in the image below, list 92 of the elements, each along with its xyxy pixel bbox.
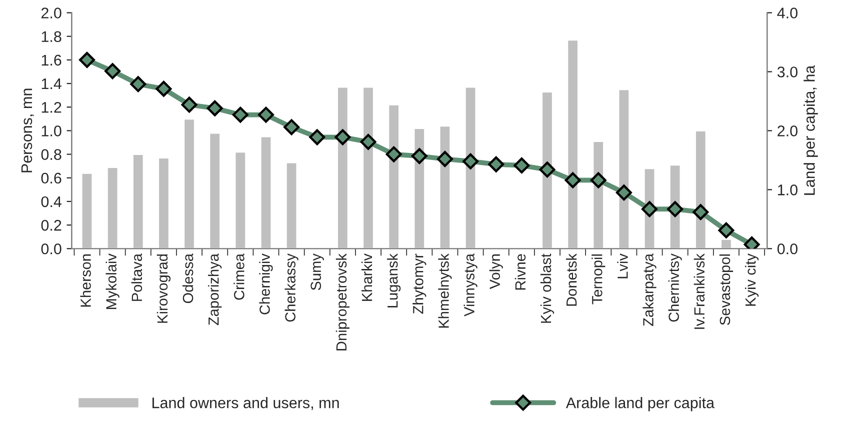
bar <box>132 154 144 249</box>
y-tick-label: 1.6 <box>42 54 62 66</box>
point <box>206 100 223 116</box>
point <box>386 146 402 162</box>
point <box>181 96 198 113</box>
bar <box>618 88 630 249</box>
bar <box>541 91 554 249</box>
point <box>514 157 530 174</box>
point <box>667 201 684 218</box>
bar <box>80 172 94 249</box>
y2-tick-label: 0.0 <box>777 243 798 254</box>
x-tick-label: Volyn <box>489 254 503 290</box>
legend-label: Land owners and users, mn <box>152 397 339 410</box>
x-tick-label: Kyiv city <box>744 254 759 306</box>
bar <box>438 125 452 249</box>
x-tick-label: Lviv <box>617 254 628 278</box>
x-tick-label: Kherson <box>80 254 91 307</box>
bar <box>285 162 298 249</box>
point <box>616 184 632 201</box>
x-tick-label: Cherkassy <box>284 254 298 322</box>
y-tick-label: 0.2 <box>41 220 62 231</box>
y2-tick-label: 4.0 <box>777 8 798 18</box>
bar <box>464 86 477 249</box>
legend-label: Arable land per capita <box>566 397 715 412</box>
bar <box>234 151 246 249</box>
point <box>539 162 556 178</box>
x-tick-label: Dnipropetrovsk <box>336 253 350 350</box>
point <box>232 106 248 123</box>
x-tick-label: Lugansk <box>387 253 401 308</box>
x-tick-label: Sumy <box>310 254 324 290</box>
point <box>590 172 606 188</box>
point <box>692 204 709 220</box>
x-tick-label: Kirovograd <box>156 254 170 323</box>
point <box>284 119 300 136</box>
point <box>564 172 581 188</box>
point <box>462 153 479 170</box>
y-tick-label: 2.0 <box>41 8 62 18</box>
bar <box>388 104 400 249</box>
y2-tick-label: 1.0 <box>778 184 798 196</box>
point <box>156 80 172 97</box>
x-tick-label: Iv.Frankivsk <box>694 253 705 329</box>
x-tick-label: Mykolaiv <box>106 254 120 310</box>
y-tick-label: 1.0 <box>42 126 62 136</box>
x-tick-label: Odessa <box>182 253 194 304</box>
point <box>360 134 376 150</box>
point <box>436 151 453 167</box>
bar <box>336 86 349 249</box>
x-tick-label: Ternopil <box>592 254 606 304</box>
y-tick-label: 0.8 <box>41 149 62 160</box>
bar <box>208 132 221 249</box>
x-tick-label: Chernivtsy <box>668 254 682 322</box>
x-tick-label: Zhytomyr <box>412 254 426 314</box>
bar <box>413 128 426 249</box>
x-tick-label: Donetsk <box>566 253 577 306</box>
point <box>642 201 658 218</box>
x-tick-label: Rivne <box>514 254 526 290</box>
x-tick-label: Khmelnytsk <box>438 253 452 328</box>
y2-tick-label: 3.0 <box>777 66 798 78</box>
bar <box>260 136 272 249</box>
bar <box>106 166 119 249</box>
bar <box>720 238 732 249</box>
y-tick-label: 0.0 <box>41 243 62 254</box>
point <box>79 52 95 68</box>
point <box>309 129 326 146</box>
y-tick-label: 0.6 <box>41 172 62 184</box>
point <box>130 76 146 92</box>
x-tick-label: Zakarpatya <box>642 253 656 326</box>
point <box>104 63 121 80</box>
x-tick-label: Crimea <box>234 253 244 300</box>
y-axis-title: Persons, mn <box>21 88 34 172</box>
point <box>411 148 428 164</box>
point <box>488 156 504 172</box>
y2-axis-title: Land per capita, ha <box>804 65 818 195</box>
x-tick-label: Sevastopol <box>719 254 734 325</box>
point <box>718 222 734 238</box>
y2-tick-label: 2.0 <box>778 126 798 136</box>
y-tick-label: 1.8 <box>42 31 62 42</box>
x-tick-label: Chernigiv <box>259 254 273 314</box>
x-tick-label: Kyiv oblast <box>540 254 554 323</box>
bar <box>183 118 196 249</box>
bar <box>566 39 579 249</box>
bar <box>362 86 374 249</box>
x-tick-label: Vinnystya <box>464 253 478 316</box>
y-tick-label: 1.4 <box>42 78 62 90</box>
y-tick-label: 0.4 <box>41 196 62 208</box>
x-tick-label: Poltava <box>131 253 142 301</box>
bar <box>158 157 170 249</box>
x-tick-label: Zaporizhya <box>208 253 222 326</box>
point <box>334 129 351 146</box>
point <box>258 106 274 123</box>
y-tick-label: 1.2 <box>42 102 62 113</box>
x-tick-label: Kharkiv <box>361 254 372 301</box>
